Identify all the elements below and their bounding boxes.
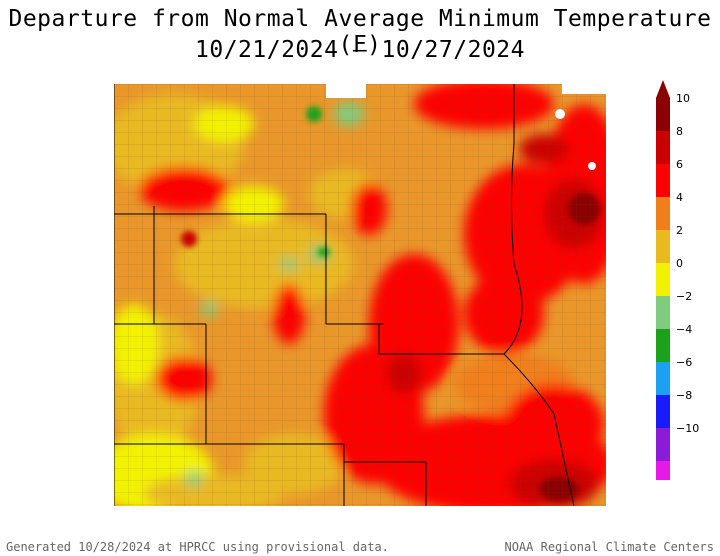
legend-colorbar [656, 80, 670, 480]
legend-label: 2 [676, 224, 683, 237]
legend-label: −2 [676, 290, 692, 303]
legend-label: −10 [676, 422, 699, 435]
lakes [326, 84, 606, 170]
legend-swatch-p6 [656, 164, 670, 197]
temperature-departure-map [114, 84, 606, 506]
county-boundaries [114, 84, 606, 506]
legend-labels: 10 8 6 4 2 0 −2 −4 −6 −8 −10 [676, 92, 699, 435]
legend-label: 0 [676, 257, 683, 270]
legend-swatch-n4 [656, 362, 670, 395]
legend-label: 10 [676, 92, 690, 105]
legend-label: 4 [676, 191, 683, 204]
legend-swatch-p8 [656, 131, 670, 164]
footer-source: NOAA Regional Climate Centers [504, 540, 714, 554]
legend-swatch-n6 [656, 395, 670, 428]
legend-swatch-p2 [656, 230, 670, 263]
map-title-line2: 10/21/2024 – 10/27/2024 [195, 37, 525, 63]
legend-swatch-p10 [656, 98, 670, 131]
legend-arrow-top [656, 80, 670, 98]
legend-label: −4 [676, 323, 692, 336]
legend-swatch-p4 [656, 197, 670, 230]
legend-swatch-n2 [656, 329, 670, 362]
state-boundaries [114, 84, 575, 506]
legend-swatch-n0 [656, 296, 670, 329]
color-scale-legend: 10 8 6 4 2 0 −2 −4 −6 −8 −10 [656, 80, 699, 480]
footer-generated-note: Generated 10/28/2024 at HPRCC using prov… [6, 540, 389, 554]
legend-label: −8 [676, 389, 692, 402]
legend-label: −6 [676, 356, 692, 369]
legend-label: 6 [676, 158, 683, 171]
legend-swatch-n8 [656, 428, 670, 461]
legend-swatch-n10 [656, 461, 670, 480]
legend-label: 8 [676, 125, 683, 138]
map-title-line1: Departure from Normal Average Minimum Te… [8, 6, 712, 58]
legend-swatch-p0 [656, 263, 670, 296]
